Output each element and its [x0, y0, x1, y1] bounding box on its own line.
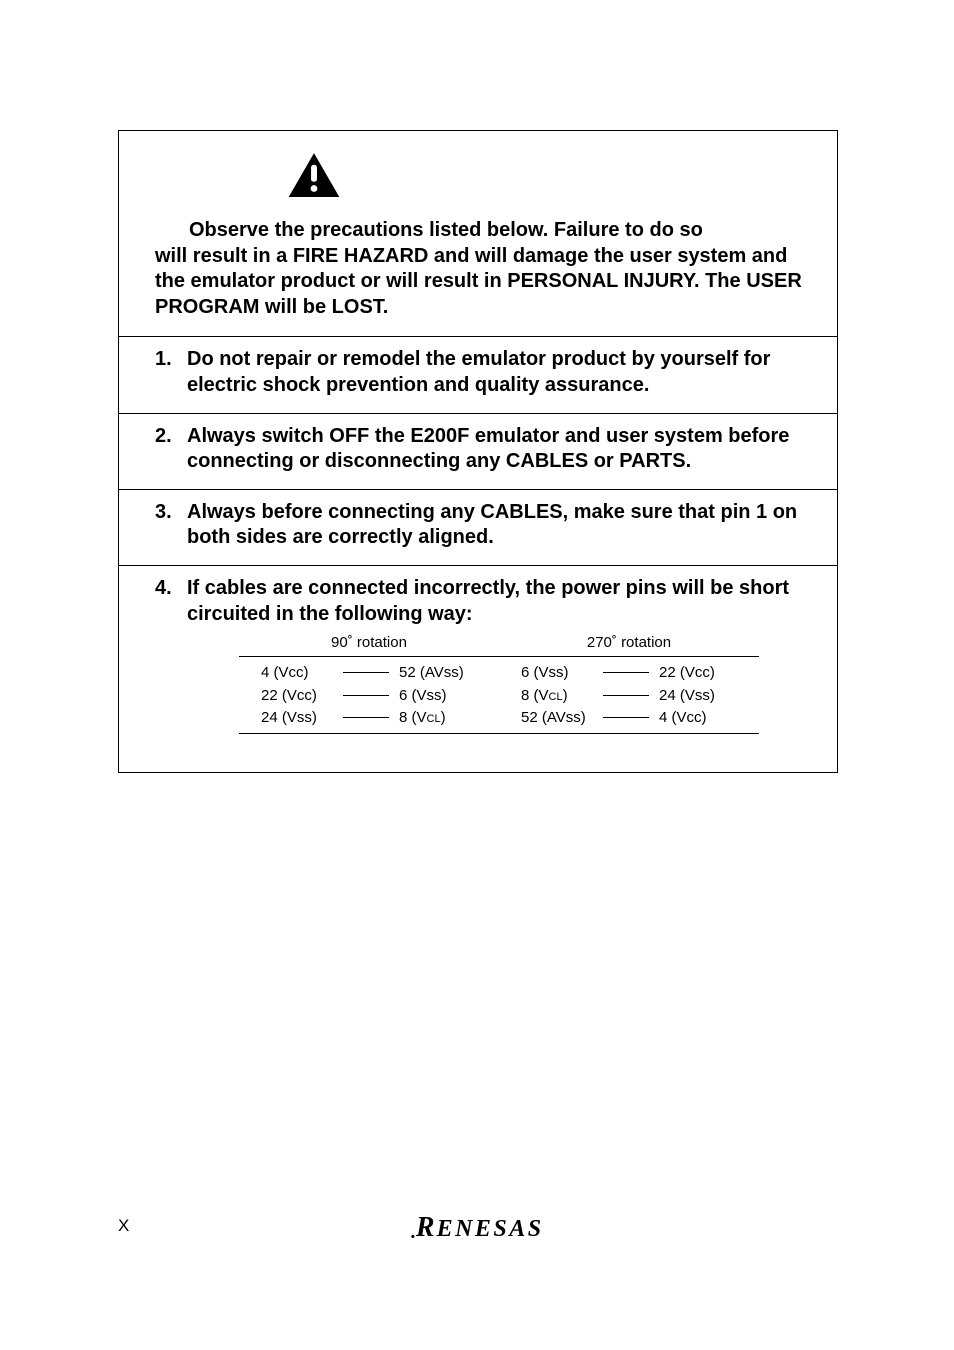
item-text: Always before connecting any CABLES, mak…	[187, 500, 811, 551]
item-number: 1.	[155, 347, 187, 398]
pin-left: 22 (Vcc)	[261, 686, 339, 705]
item-number: 4.	[155, 576, 187, 734]
logo-big-r: R	[416, 1212, 436, 1244]
pin-left: 6 (Vss)	[521, 663, 599, 682]
pin-right: 4 (Vcc)	[653, 708, 731, 727]
pin-row: 52 (AVss) 4 (Vcc)	[521, 708, 759, 727]
item-body: If cables are connected incorrectly, the…	[187, 576, 811, 734]
pin-dash-icon	[603, 695, 649, 696]
warning-intro-rest: will result in a FIRE HAZARD and will da…	[155, 245, 802, 318]
footer-logo-wrap: .RENESAS	[0, 1212, 954, 1244]
pin-right: 24 (Vss)	[653, 686, 731, 705]
warning-intro-line1: Observe the precautions listed below. Fa…	[155, 218, 809, 244]
pin-dash-icon	[603, 717, 649, 718]
warning-item-1: 1. Do not repair or remodel the emulator…	[119, 337, 837, 412]
item-number: 2.	[155, 424, 187, 475]
pin-left: 4 (Vcc)	[261, 663, 339, 682]
pin-table-header: 90˚ rotation 270˚ rotation	[239, 633, 759, 657]
pin-col-90: 4 (Vcc) 52 (AVss) 22 (Vcc) 6 (Vss) 24 (V…	[239, 663, 499, 727]
pin-left: 8 (VCL)	[521, 686, 599, 705]
warning-item-4: 4. If cables are connected incorrectly, …	[119, 566, 837, 748]
col2-header: 270˚ rotation	[499, 633, 759, 652]
item-number: 3.	[155, 500, 187, 551]
pin-row: 22 (Vcc) 6 (Vss)	[261, 686, 499, 705]
pin-dash-icon	[343, 672, 389, 673]
warning-intro: Observe the precautions listed below. Fa…	[119, 212, 837, 336]
pin-row: 4 (Vcc) 52 (AVss)	[261, 663, 499, 682]
warning-triangle-icon	[287, 151, 341, 199]
pin-row: 8 (VCL) 24 (Vss)	[521, 686, 759, 705]
logo-rest: ENESAS	[437, 1216, 544, 1243]
col1-header: 90˚ rotation	[239, 633, 499, 652]
pin-dash-icon	[343, 717, 389, 718]
pin-row: 24 (Vss) 8 (VCL)	[261, 708, 499, 727]
logo-dot: .	[410, 1221, 418, 1244]
renesas-logo: .RENESAS	[410, 1212, 543, 1244]
item-text: If cables are connected incorrectly, the…	[187, 576, 811, 627]
pin-left: 24 (Vss)	[261, 708, 339, 727]
pin-left: 52 (AVss)	[521, 708, 599, 727]
warning-item-2: 2. Always switch OFF the E200F emulator …	[119, 414, 837, 489]
pin-right: 22 (Vcc)	[653, 663, 731, 682]
pin-dash-icon	[343, 695, 389, 696]
page: Observe the precautions listed below. Fa…	[0, 0, 954, 1350]
pin-short-table: 90˚ rotation 270˚ rotation 4 (Vcc) 52 (A…	[239, 633, 759, 734]
pin-right: 6 (Vss)	[393, 686, 471, 705]
warning-icon-row	[119, 131, 837, 212]
pin-col-270: 6 (Vss) 22 (Vcc) 8 (VCL) 24 (Vss) 52 (AV…	[499, 663, 759, 727]
pin-row: 6 (Vss) 22 (Vcc)	[521, 663, 759, 682]
item-text: Do not repair or remodel the emulator pr…	[187, 347, 811, 398]
warning-box: Observe the precautions listed below. Fa…	[118, 130, 838, 773]
warning-item-3: 3. Always before connecting any CABLES, …	[119, 490, 837, 565]
pin-right: 52 (AVss)	[393, 663, 471, 682]
pin-dash-icon	[603, 672, 649, 673]
item-text: Always switch OFF the E200F emulator and…	[187, 424, 811, 475]
pin-right: 8 (VCL)	[393, 708, 471, 727]
pin-table-body: 4 (Vcc) 52 (AVss) 22 (Vcc) 6 (Vss) 24 (V…	[239, 657, 759, 734]
